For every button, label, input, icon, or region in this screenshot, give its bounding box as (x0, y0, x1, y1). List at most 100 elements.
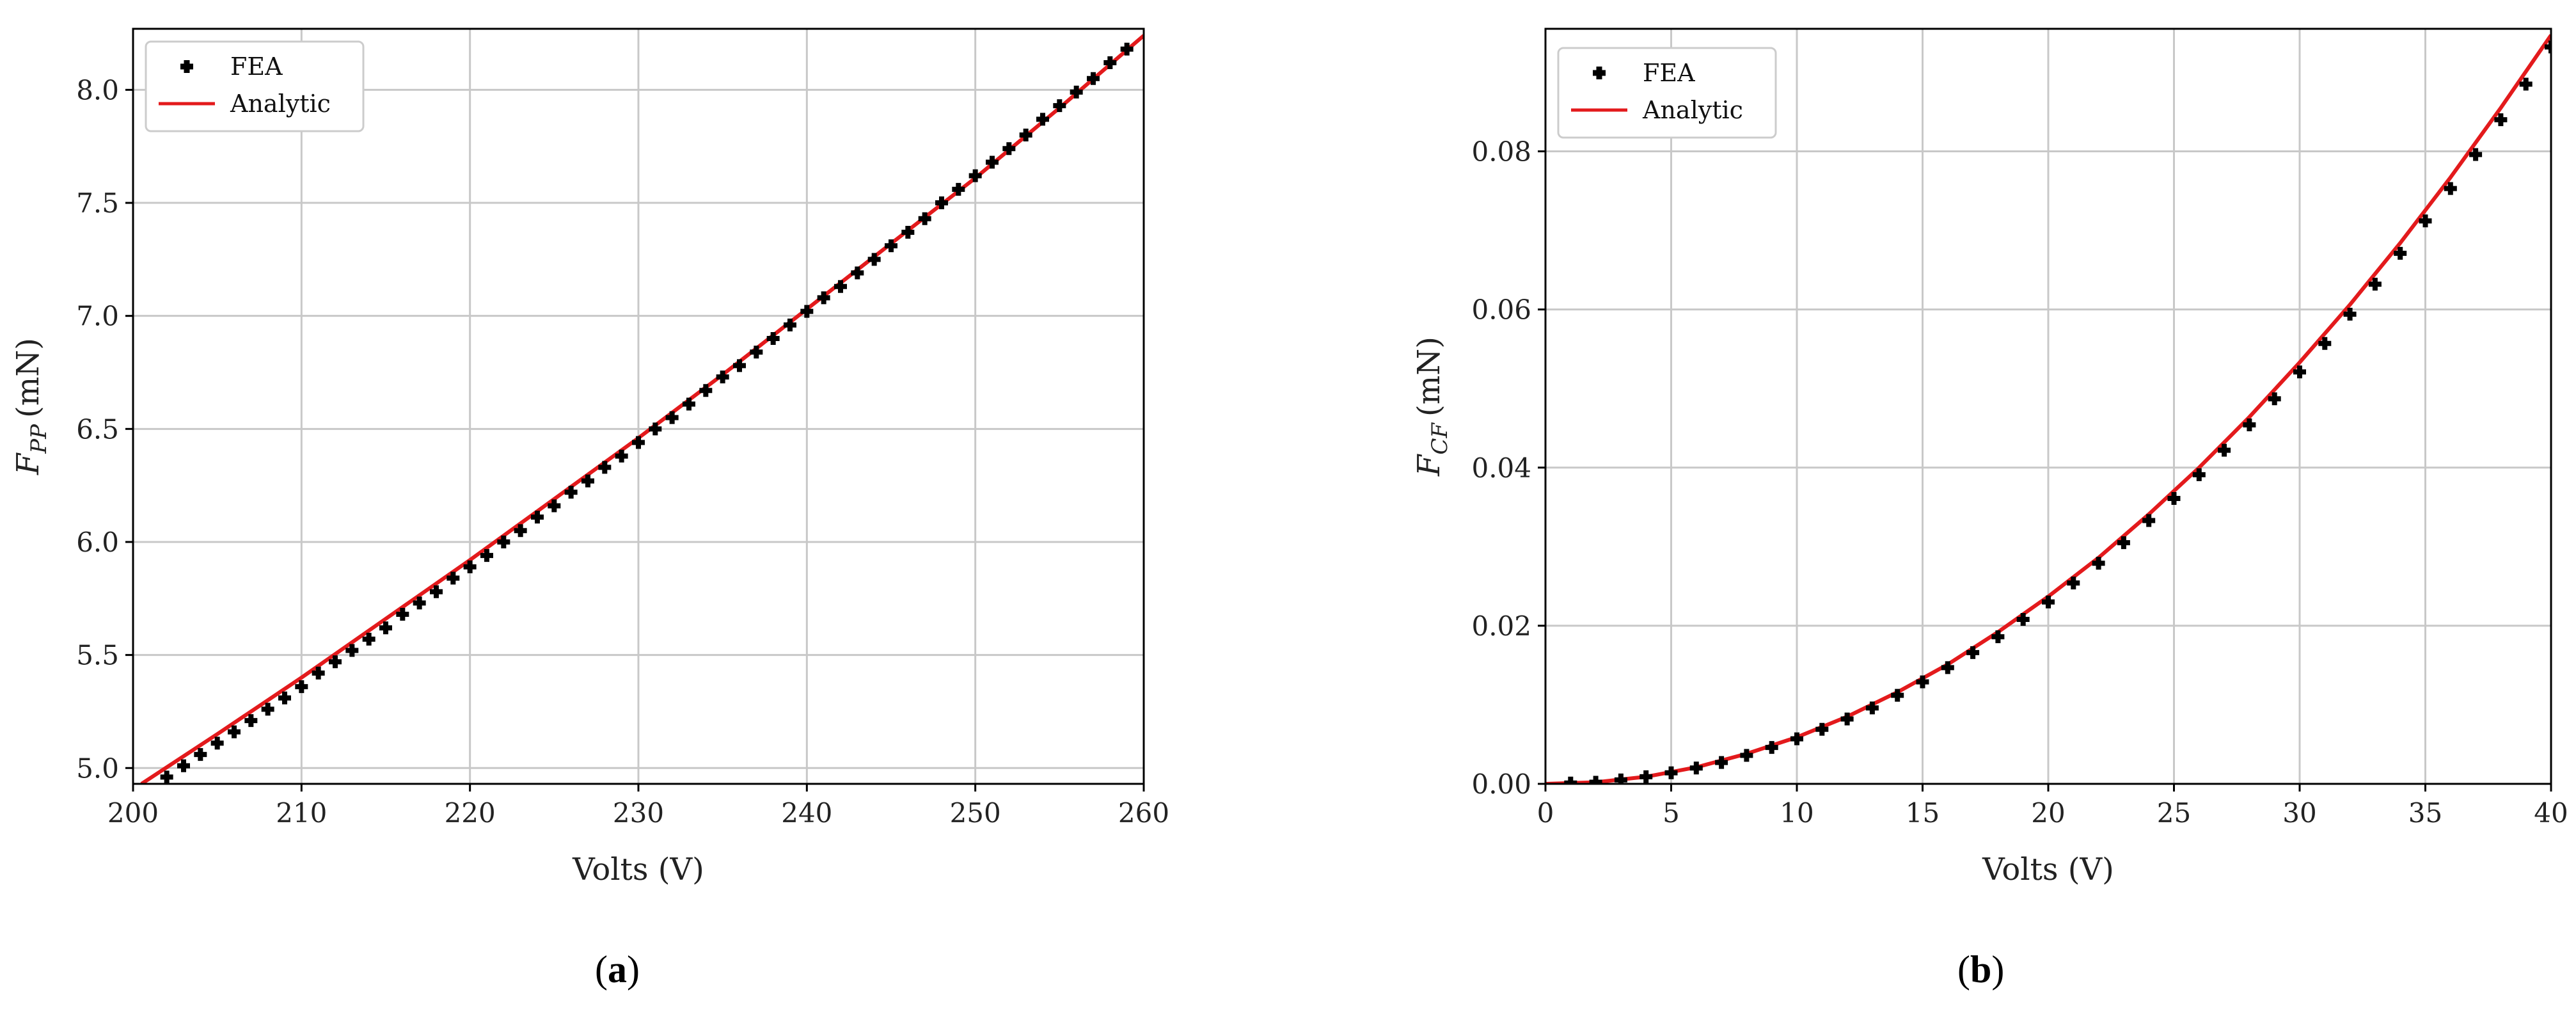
chart-a-y-tick-label: 6.0 (76, 527, 119, 558)
chart-a-fea-point (312, 666, 325, 680)
chart-b-grid (1544, 29, 2552, 785)
chart-a-fea-point (531, 511, 544, 524)
chart-a-fea-point (210, 736, 224, 750)
chart-a-x-ticks: 200 210 220 230 240 250 260 (107, 784, 1169, 829)
chart-a-fea-point (1036, 113, 1049, 126)
chart-a-fea-point (867, 253, 881, 266)
chart-b-legend-fea-label: FEA (1643, 59, 1695, 87)
chart-a-fea-point (1070, 85, 1083, 99)
chart-b-legend-box (1557, 47, 1777, 139)
chart-b-y-tick-label: 0.06 (1471, 294, 1531, 326)
chart-a-y-tick-label: 7.5 (76, 187, 119, 219)
chart-b-fea-point (2519, 77, 2533, 91)
chart-a-fea-point (295, 680, 308, 694)
chart-b-fea-point (1740, 749, 1753, 762)
chart-b-fea-point (2117, 536, 2130, 550)
chart-b-fea-point (2067, 577, 2080, 590)
chart-b-fea-point (1891, 689, 1904, 702)
chart-a-y-ticks: 5.0 5.5 6.0 6.5 7.0 7.5 8.0 (76, 74, 133, 784)
chart-a-fea-point (598, 461, 612, 474)
chart-b-x-tick-label: 15 (1906, 797, 1940, 829)
chart-b-fea-point (2318, 337, 2332, 350)
chart-a-fea-point (968, 169, 982, 182)
chart-a-fea-point (632, 436, 645, 449)
chart-b-fea-point (2368, 278, 2382, 291)
chart-b-fea-point (1765, 741, 1778, 754)
chart-b-x-tick-label: 20 (2031, 797, 2065, 829)
chart-a-fea-point (228, 725, 241, 738)
chart-b-fea-point (2419, 214, 2432, 228)
chart-b-fea-point (2092, 557, 2105, 570)
chart-a-fea-point (766, 332, 780, 346)
chart-a-fea-point (480, 549, 493, 562)
chart-a-fea-point (244, 714, 258, 728)
chart-b-fea-point (2268, 392, 2281, 406)
chart-a-fea-point (649, 422, 662, 436)
chart-a-fea-point (1087, 72, 1100, 85)
chart-a-y-tick-label: 5.0 (76, 752, 119, 784)
chart-b-y-tick-label: 0.02 (1471, 610, 1531, 642)
chart-b-fea-point (1991, 630, 2005, 644)
chart-a-legend: FEA Analytic (145, 40, 365, 132)
chart-a-fea-point (345, 644, 359, 657)
chart-a-legend-fea-marker (180, 60, 193, 73)
chart-b-x-tick-label: 25 (2157, 797, 2191, 829)
chart-b-fea-point (2042, 595, 2055, 609)
chart-a-fea-point (699, 384, 713, 397)
chart-a-fea-point (1120, 42, 1134, 56)
chart-a-fea-point (261, 703, 274, 716)
chart-a-fea-point (817, 291, 830, 305)
chart-a-fea-point (514, 524, 527, 537)
chart-b-legend-analytic-label: Analytic (1642, 96, 1743, 124)
chart-b-y-ticks: 0.00 0.02 0.04 0.06 0.08 (1471, 136, 1545, 800)
chart-a-x-tick-label: 250 (950, 797, 1001, 829)
chart-a-x-tick-label: 240 (781, 797, 832, 829)
chart-a-y-tick-label: 6.5 (76, 413, 119, 445)
chart-b-x-tick-label: 10 (1780, 797, 1813, 829)
chart-b-fea-point (2444, 182, 2457, 195)
chart-panel-a: 200 210 220 230 240 250 260 5.0 5.5 6.0 6.5 7.0 7.5… (10, 28, 1169, 991)
chart-a-fea-point (683, 397, 695, 411)
chart-b-fea-point (2343, 308, 2357, 321)
chart-b-fea-point (2394, 246, 2407, 260)
chart-a-fea-point (463, 560, 477, 573)
chart-b-fea-point (2243, 418, 2256, 432)
chart-a-legend-analytic-label: Analytic (230, 90, 331, 118)
chart-a-fea-point (986, 155, 999, 169)
chart-b-x-tick-label: 40 (2534, 797, 2568, 829)
chart-b-fea-point (1689, 761, 1703, 775)
chart-a-x-tick-label: 260 (1118, 797, 1169, 829)
chart-a-grid (132, 29, 1145, 784)
chart-a-caption: (a) (595, 948, 640, 991)
chart-b-fea-point (2494, 113, 2508, 127)
chart-a-fea-point (177, 759, 190, 772)
chart-a-fea-point (329, 655, 342, 669)
chart-a-fea-point (901, 225, 915, 239)
chart-a-y-tick-label: 5.5 (76, 640, 119, 671)
chart-a-fea-point (379, 621, 392, 635)
chart-a-fea-point (548, 499, 561, 513)
chart-b-fea-point (2167, 491, 2181, 505)
chart-b-fea-point (2142, 514, 2156, 527)
chart-b-fea-point (1865, 701, 1879, 715)
chart-a-fea-point (362, 632, 375, 646)
chart-a-analytic-line-layer (140, 34, 1144, 784)
chart-b-fea-point (1840, 712, 1854, 726)
chart-a-fea-point (750, 346, 763, 359)
chart-a-fea-point (834, 280, 847, 293)
chart-b-x-tick-label: 35 (2408, 797, 2442, 829)
chart-a-analytic-line (140, 34, 1144, 784)
chart-a-fea-point (952, 182, 965, 196)
chart-b-fea-point (1916, 675, 1929, 689)
chart-b-fea-point (1790, 732, 1803, 745)
chart-b-y-axis-label: FCF(mN) (1411, 337, 1453, 477)
chart-a-fea-point (497, 535, 510, 548)
chart-a-fea-point (1053, 99, 1066, 113)
chart-b-x-axis-label: Volts (V) (1982, 852, 2114, 888)
chart-a-fea-point (581, 474, 594, 488)
chart-b-fea-point (2545, 40, 2551, 54)
chart-b-fea-point (1589, 776, 1602, 784)
chart-b-x-ticks: 0 5 10 15 20 25 30 35 40 (1537, 784, 2568, 829)
chart-b-fea-point (1941, 661, 1954, 674)
chart-a-fea-point (396, 608, 409, 621)
